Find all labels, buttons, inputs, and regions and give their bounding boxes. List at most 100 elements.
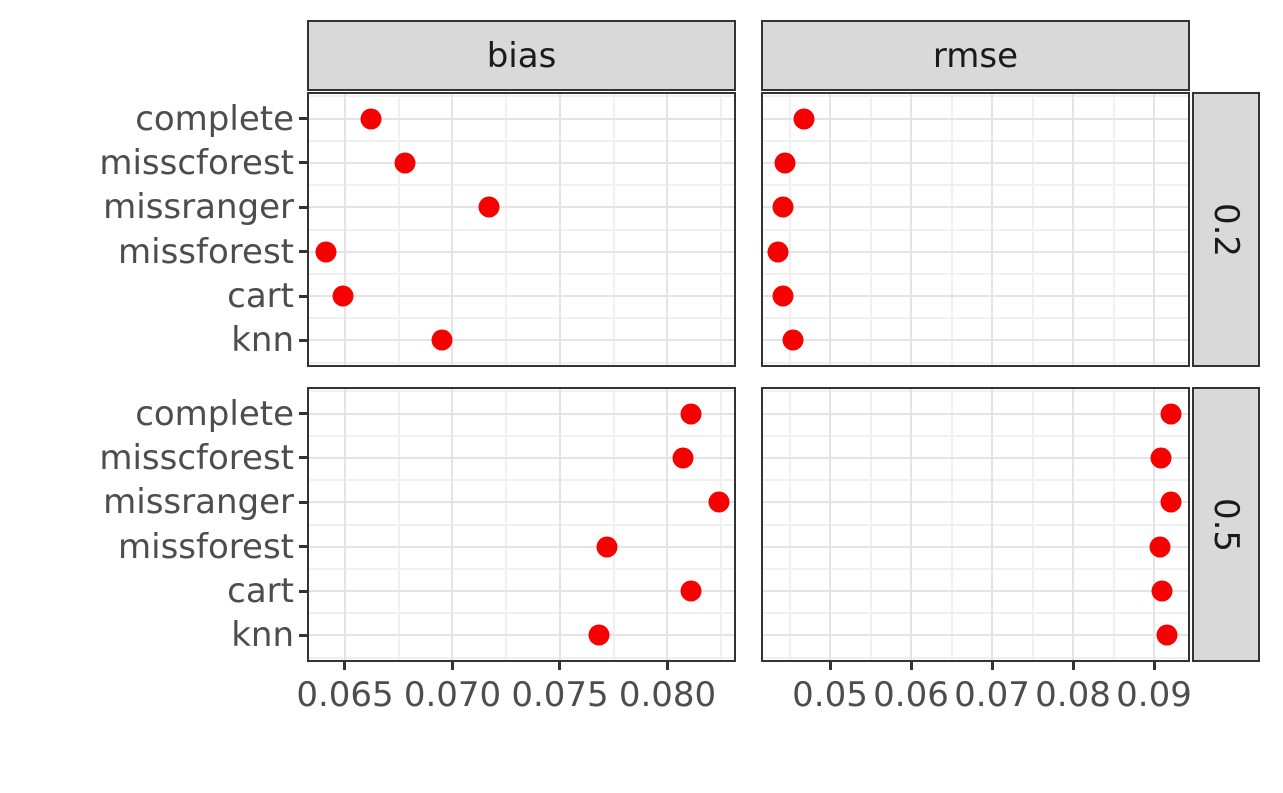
data-point xyxy=(680,580,702,602)
y-axis-label: misscforest xyxy=(99,142,294,183)
grid-minor-hline xyxy=(761,523,1190,526)
grid-major-vline xyxy=(451,92,454,367)
grid-major-vline xyxy=(558,92,561,367)
x-axis-tick-label: 0.07 xyxy=(954,675,1030,715)
data-point xyxy=(680,403,702,425)
grid-minor-hline xyxy=(761,228,1190,231)
data-point xyxy=(774,152,796,174)
grid-minor-hline xyxy=(307,479,736,482)
data-point xyxy=(478,196,500,218)
facet-strip-row-0.5: 0.5 xyxy=(1192,387,1260,662)
y-axis-label: cart xyxy=(227,276,294,317)
x-axis-tick-label: 0.06 xyxy=(873,675,949,715)
data-point xyxy=(360,108,382,130)
y-axis-label: misscforest xyxy=(99,437,294,478)
y-axis-label: missforest xyxy=(118,526,294,567)
data-point xyxy=(767,241,789,263)
grid-minor-hline xyxy=(307,139,736,142)
y-axis-tick xyxy=(299,500,307,504)
y-axis-tick xyxy=(299,633,307,637)
panel-rmse-0.5 xyxy=(761,387,1190,662)
panel-border xyxy=(761,92,1190,367)
grid-major-hline xyxy=(307,161,736,164)
data-point xyxy=(394,152,416,174)
data-point xyxy=(1149,536,1171,558)
grid-major-hline xyxy=(307,590,736,593)
grid-major-hline xyxy=(307,339,736,342)
y-axis-tick xyxy=(299,294,307,298)
grid-major-vline xyxy=(910,92,913,367)
x-axis-tick xyxy=(909,662,913,670)
data-point xyxy=(315,241,337,263)
x-axis-tick-label: 0.065 xyxy=(296,675,394,715)
grid-major-hline xyxy=(761,412,1190,415)
data-point xyxy=(1151,580,1173,602)
facet-strip-row-0.5-label: 0.5 xyxy=(1205,497,1246,552)
data-point xyxy=(782,329,804,351)
grid-minor-hline xyxy=(307,656,736,659)
data-point xyxy=(588,624,610,646)
grid-minor-hline xyxy=(761,390,1190,393)
grid-major-hline xyxy=(307,501,736,504)
grid-major-vline xyxy=(991,92,994,367)
grid-minor-hline xyxy=(307,390,736,393)
x-axis-bias: 0.065 0.070 0.075 0.080 xyxy=(296,662,736,722)
y-axis-label: complete xyxy=(135,98,294,139)
grid-major-vline xyxy=(1153,387,1156,662)
grid-minor-hline xyxy=(307,184,736,187)
y-axis-tick xyxy=(299,117,307,121)
grid-minor-hline xyxy=(307,228,736,231)
grid-major-hline xyxy=(761,250,1190,253)
grid-major-hline xyxy=(761,206,1190,209)
grid-minor-hline xyxy=(761,184,1190,187)
y-axis-label: complete xyxy=(135,393,294,434)
grid-major-hline xyxy=(307,250,736,253)
y-axis-tick xyxy=(299,456,307,460)
data-point xyxy=(793,108,815,130)
grid-minor-hline xyxy=(761,95,1190,98)
y-axis-label: cart xyxy=(227,571,294,612)
data-point xyxy=(772,285,794,307)
grid-major-hline xyxy=(307,117,736,120)
data-point xyxy=(332,285,354,307)
x-axis-tick xyxy=(558,662,562,670)
panel-bias-0.2 xyxy=(307,92,736,367)
panel-border xyxy=(307,387,736,662)
panel-border xyxy=(307,92,736,367)
facet-strip-rmse-label: rmse xyxy=(932,35,1019,76)
grid-minor-hline xyxy=(307,523,736,526)
y-axis-tick xyxy=(299,338,307,342)
grid-major-vline xyxy=(1072,92,1075,367)
x-axis-tick-label: 0.08 xyxy=(1035,675,1111,715)
grid-major-hline xyxy=(761,117,1190,120)
grid-minor-hline xyxy=(761,479,1190,482)
grid-major-vline xyxy=(829,92,832,367)
x-axis-tick-label: 0.075 xyxy=(511,675,609,715)
x-axis-tick xyxy=(343,662,347,670)
grid-minor-hline xyxy=(761,434,1190,437)
grid-minor-hline xyxy=(307,567,736,570)
grid-major-hline xyxy=(307,634,736,637)
panel-bias-0.5 xyxy=(307,387,736,662)
x-axis-rmse: 0.05 0.06 0.07 0.08 0.09 xyxy=(761,662,1192,722)
data-point xyxy=(1160,491,1182,513)
grid-major-hline xyxy=(761,456,1190,459)
grid-minor-hline xyxy=(307,272,736,275)
panel-rmse-0.2 xyxy=(761,92,1190,367)
facet-strip-row-0.2-label: 0.2 xyxy=(1205,202,1246,257)
y-axis-tick xyxy=(299,412,307,416)
grid-major-hline xyxy=(761,339,1190,342)
grid-major-vline xyxy=(829,387,832,662)
facet-strip-bias: bias xyxy=(307,20,736,91)
grid-major-hline xyxy=(761,295,1190,298)
grid-major-hline xyxy=(307,412,736,415)
facet-strip-rmse: rmse xyxy=(761,20,1190,91)
y-axis-top: complete misscforest missranger missforest c… xyxy=(40,92,307,367)
grid-major-vline xyxy=(910,387,913,662)
grid-major-vline xyxy=(991,387,994,662)
grid-major-vline xyxy=(451,387,454,662)
x-axis-tick xyxy=(450,662,454,670)
y-axis-tick xyxy=(299,589,307,593)
data-point xyxy=(772,196,794,218)
